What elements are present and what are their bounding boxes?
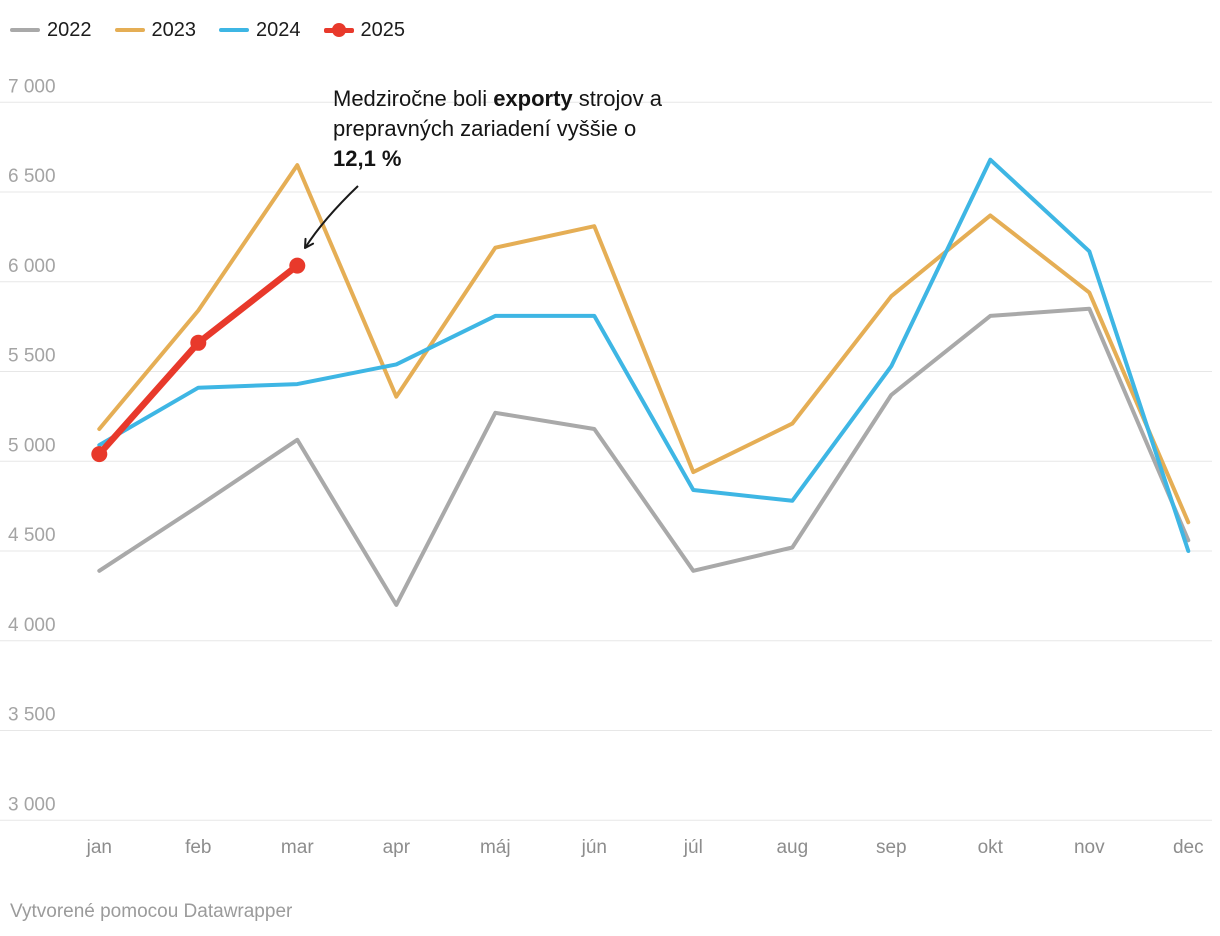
- legend-item-2022: 2022: [10, 20, 92, 40]
- x-axis-label: jan: [86, 837, 112, 858]
- annotation-plain-text: strojov a: [572, 86, 662, 111]
- y-axis-label: 3 000: [8, 794, 56, 815]
- x-axis-label: sep: [876, 837, 907, 858]
- x-axis-label: dec: [1173, 837, 1204, 858]
- annotation-bold-text: 12,1 %: [333, 146, 402, 171]
- x-axis-label: aug: [776, 837, 808, 858]
- y-axis-label: 5 500: [8, 346, 56, 367]
- legend-swatch-dot: [331, 23, 346, 37]
- annotation-plain-text: Medziročne boli: [333, 86, 494, 111]
- x-axis-label: apr: [383, 837, 411, 858]
- gridlines: [0, 101, 1212, 821]
- x-axis-label: jún: [581, 837, 607, 858]
- y-axis-label: 5 000: [8, 435, 56, 456]
- series-lines: [91, 157, 1191, 607]
- legend: 2022 2023 2024 2025: [10, 17, 405, 43]
- annotation-line: 12,1 %: [333, 144, 662, 174]
- x-axis-label: júl: [683, 837, 703, 858]
- legend-swatch: [323, 23, 354, 37]
- annotation-arrow: [304, 185, 359, 249]
- series-line-2023: [97, 163, 1191, 525]
- y-axis-labels: 7 000 6 500 6 000 5 500 5 000 4 500 4 000 3 500…: [8, 76, 56, 815]
- footer-credit: Vytvorené pomocou Datawrapper: [10, 901, 293, 922]
- legend-swatch: [114, 28, 145, 32]
- series-line-2022: [97, 306, 1191, 607]
- legend-label: 2025: [360, 19, 406, 41]
- data-point-marker-2025-mar: [289, 257, 306, 274]
- annotation-line: prepravných zariadení vyššie o: [333, 114, 662, 144]
- y-axis-label: 4 000: [8, 615, 56, 636]
- series-line-2024: [97, 157, 1191, 553]
- legend-swatch: [219, 28, 249, 32]
- data-point-marker-2025-jan: [91, 446, 108, 463]
- legend-item-2024: 2024: [219, 20, 301, 40]
- annotation-text: Medziročne boli exporty strojov a preprav…: [333, 84, 662, 174]
- y-axis-label: 7 000: [8, 76, 56, 97]
- legend-item-2025: 2025: [323, 19, 406, 41]
- y-axis-label: 4 500: [8, 525, 56, 546]
- data-point-marker-2025-feb: [190, 334, 207, 351]
- annotation-line: Medziročne boli exporty strojov a: [333, 84, 662, 114]
- legend-label: 2023: [151, 19, 197, 41]
- x-axis-label: okt: [978, 837, 1004, 858]
- x-axis-labels: jan feb mar apr máj jún júl aug sep okt nov dec: [86, 837, 1204, 858]
- y-axis-label: 6 500: [8, 166, 56, 187]
- legend-label: 2022: [47, 19, 92, 41]
- x-axis-label: feb: [185, 837, 211, 858]
- legend-item-2023: 2023: [114, 19, 197, 41]
- y-axis-label: 6 000: [8, 256, 56, 277]
- y-axis-label: 3 500: [8, 705, 56, 726]
- legend-swatch: [10, 28, 40, 32]
- x-axis-label: mar: [281, 837, 314, 858]
- x-axis-label: máj: [480, 837, 511, 858]
- x-axis-label: nov: [1074, 837, 1105, 858]
- annotation-plain-text: prepravných zariadení vyššie o: [333, 116, 637, 141]
- annotation-bold-text: exporty: [493, 86, 573, 111]
- legend-label: 2024: [256, 19, 301, 41]
